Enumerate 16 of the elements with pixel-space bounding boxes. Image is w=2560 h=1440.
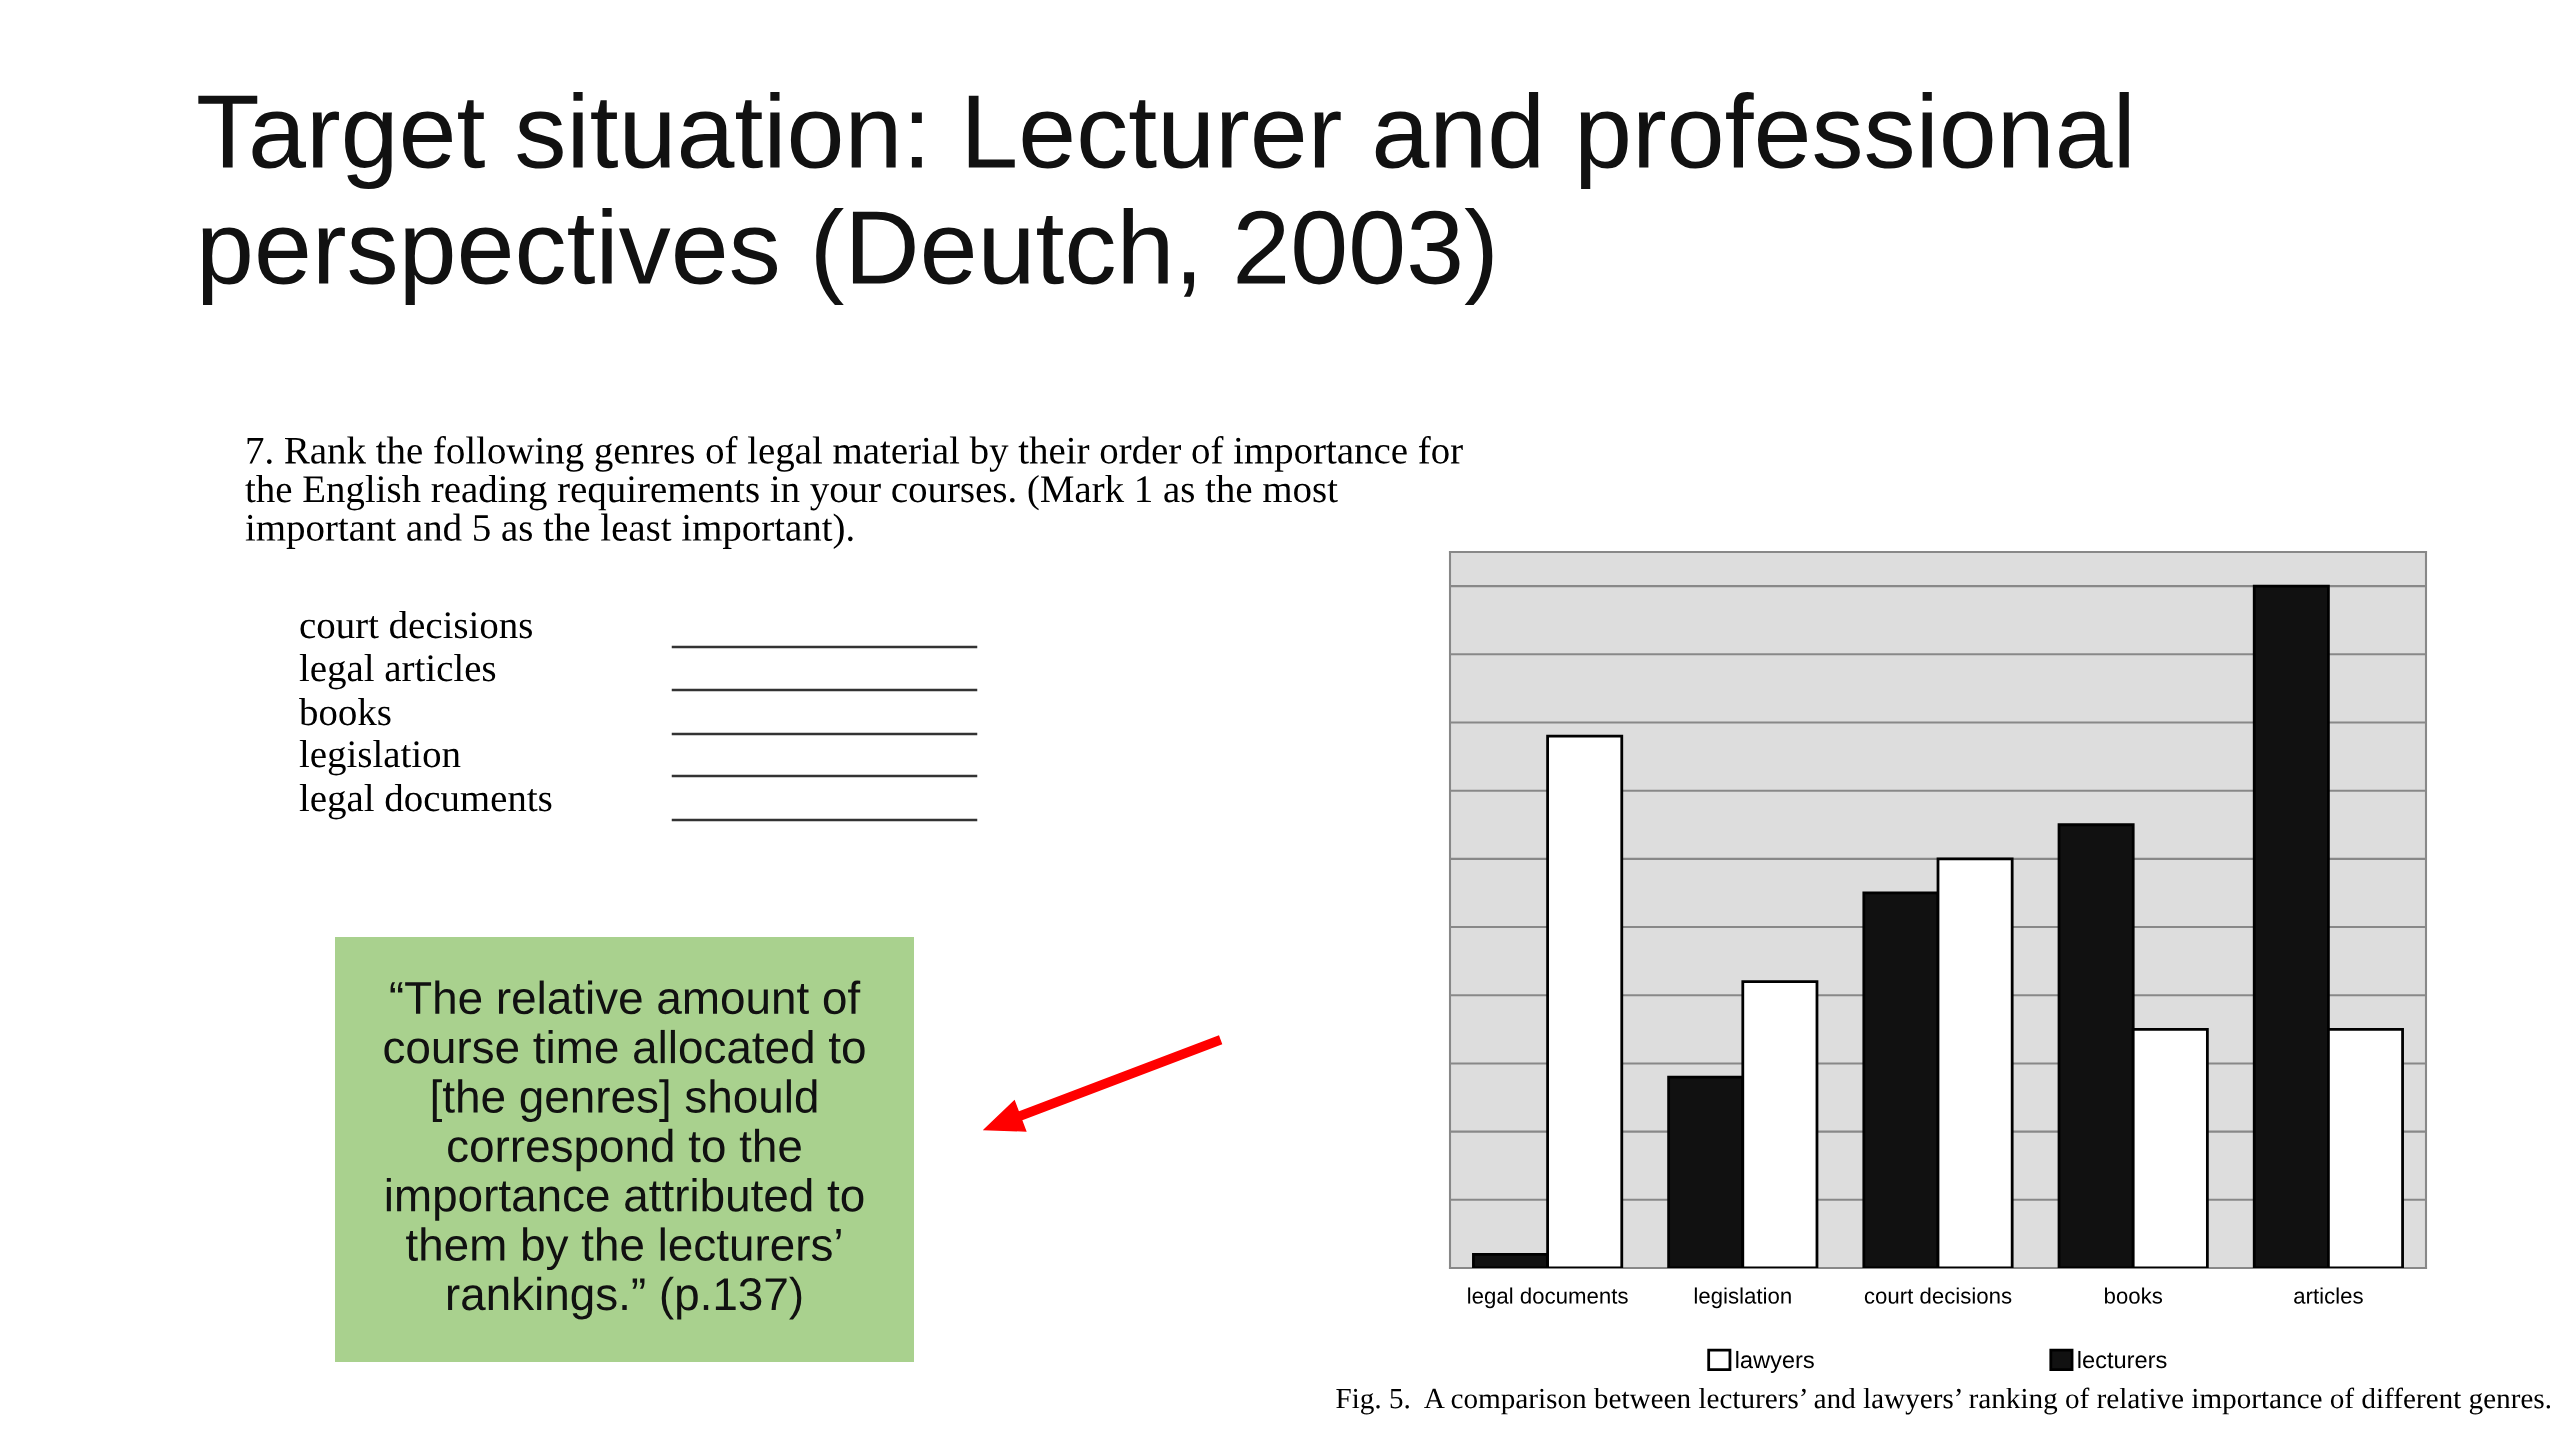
text: court decisions [300, 611, 532, 639]
x-tick-label: articles [2294, 1287, 2363, 1304]
x-tick-label: court decisions [1864, 1287, 2012, 1304]
text: legislation [299, 740, 461, 776]
text: legal articles [299, 654, 496, 690]
x-tick-label: legal documents [1468, 1287, 1628, 1309]
legend-label: lawyers [1736, 1350, 1814, 1373]
legend-label: lecturers [2078, 1350, 2167, 1369]
x-tick-label: legislation [1694, 1287, 1791, 1309]
caption: Fig. 5. A comparison between lecturers’ and lawyers’ ranking of relative importance of different genres. [1336, 1387, 2551, 1415]
chart-title: Target situation: Lecturer and professional perspectives (Deutch, 2003) [198, 92, 2129, 306]
text: “The relative amount of course time allocated to [the genres] should correspond to the importance attributed to them by the lecturers’ rankings.” (p.137) [384, 980, 865, 1320]
text: books [299, 698, 391, 726]
text: 7. Rank the following genres of legal material by their order of importance for the English reading requirements in your courses. (Mark 1 as the most important and 5 as the least important). [245, 436, 1463, 549]
text: legal documents [299, 784, 552, 820]
x-tick-label: books [2104, 1287, 2163, 1304]
